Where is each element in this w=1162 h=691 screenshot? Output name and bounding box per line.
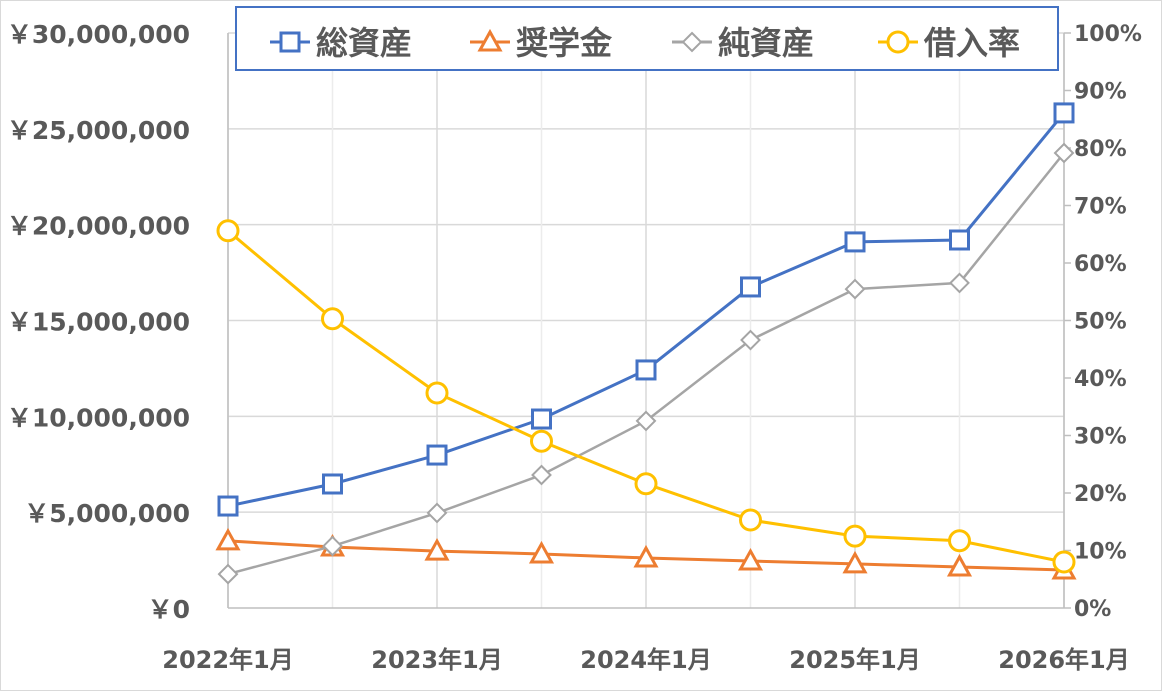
right-tick-label: 10% <box>1074 540 1127 565</box>
data-point <box>425 381 449 405</box>
left-tick-label: ￥0 <box>148 595 190 624</box>
legend-box <box>235 6 1059 71</box>
legend-label: 奨学金 <box>516 24 613 62</box>
legend-item: 借入率 <box>878 24 1020 62</box>
data-point <box>321 307 344 331</box>
data-point <box>426 444 448 466</box>
data-point <box>635 359 657 381</box>
data-point <box>949 272 970 294</box>
data-point <box>740 276 761 298</box>
legend-diamond-icon <box>681 31 703 53</box>
x-tick-label: 2025年1月 <box>789 646 921 674</box>
legend: 総資産 奨学金 純資産 借入率 <box>235 6 1059 71</box>
left-tick-label: ￥30,000,000 <box>7 20 190 49</box>
data-point <box>217 563 239 585</box>
legend-label: 総資産 <box>316 24 412 62</box>
data-point <box>1053 102 1075 124</box>
data-point <box>635 410 657 432</box>
data-point <box>633 544 659 568</box>
data-point <box>216 219 240 243</box>
data-point <box>217 495 239 517</box>
left-tick-label: ￥5,000,000 <box>24 499 190 528</box>
gridlines <box>227 32 1065 608</box>
data-point <box>842 550 868 574</box>
data-point <box>531 464 552 486</box>
right-tick-label: 40% <box>1074 367 1127 392</box>
data-point <box>737 547 764 571</box>
right-tick-label: 30% <box>1074 425 1127 450</box>
x-tick-label: 2026年1月 <box>998 646 1130 674</box>
left-tick-label: ￥20,000,000 <box>7 212 190 241</box>
series-group <box>215 102 1077 585</box>
data-point <box>843 524 867 548</box>
right-tick-label: 20% <box>1074 482 1127 507</box>
data-point <box>1052 550 1076 574</box>
right-tick-label: 50% <box>1074 310 1127 335</box>
right-tick-label: 70% <box>1074 195 1127 220</box>
series-diamond <box>217 142 1075 585</box>
data-point <box>949 229 970 251</box>
x-tick-label: 2023年1月 <box>371 646 503 674</box>
data-point <box>740 329 761 351</box>
data-point <box>531 408 552 430</box>
left-tick-label: ￥25,000,000 <box>7 116 190 145</box>
x-tick-label: 2022年1月 <box>162 646 294 674</box>
data-point <box>844 278 866 300</box>
legend-item: 奨学金 <box>470 24 613 62</box>
data-point <box>426 502 448 524</box>
legend-circle-icon <box>886 30 910 54</box>
data-point <box>634 472 658 496</box>
data-point <box>424 537 450 561</box>
legend-label: 借入率 <box>923 24 1020 62</box>
data-point <box>322 473 343 495</box>
legend-square-icon <box>279 31 301 53</box>
data-point <box>739 508 762 532</box>
left-tick-label: ￥15,000,000 <box>7 308 190 337</box>
axes: ￥0 ￥5,000,000 ￥10,000,000 ￥15,000,000 ￥20,00… <box>7 20 1142 674</box>
data-point <box>528 540 555 564</box>
data-point <box>530 429 553 453</box>
left-tick-label: ￥10,000,000 <box>7 403 190 432</box>
data-point <box>948 529 971 553</box>
data-point <box>844 231 866 253</box>
right-tick-label: 0% <box>1074 597 1111 622</box>
series-circle <box>216 219 1076 574</box>
data-point <box>946 553 973 577</box>
x-tick-label: 2024年1月 <box>580 646 712 674</box>
data-point <box>215 527 241 551</box>
right-tick-label: 100% <box>1074 22 1142 47</box>
data-point <box>1053 142 1075 164</box>
series-square <box>217 102 1075 517</box>
legend-triangle-icon <box>477 28 503 52</box>
legend-label: 純資産 <box>718 24 814 62</box>
legend-item: 総資産 <box>270 24 412 62</box>
legend-item: 純資産 <box>672 24 814 62</box>
right-tick-label: 60% <box>1074 252 1127 277</box>
right-tick-label: 90% <box>1074 80 1127 105</box>
right-tick-label: 80% <box>1074 137 1127 162</box>
data-point <box>322 535 343 557</box>
